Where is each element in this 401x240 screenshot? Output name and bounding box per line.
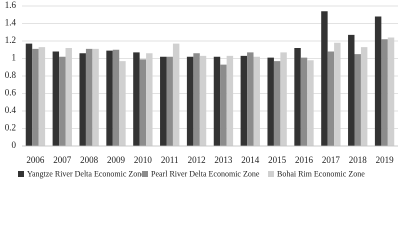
bar: [38, 47, 46, 146]
bar: [294, 48, 301, 146]
bar: [25, 43, 33, 146]
bar: [381, 39, 388, 146]
bar: [85, 48, 93, 146]
bar: [307, 60, 314, 146]
bar: [59, 56, 66, 146]
x-tick-label: 2016: [295, 155, 314, 165]
legend-label: Pearl River Delta Economic Zone: [151, 169, 260, 178]
bar: [300, 57, 308, 146]
bar: [226, 55, 234, 146]
x-tick-label: 2013: [214, 155, 233, 165]
bar: [79, 53, 86, 146]
bar: [334, 42, 341, 146]
x-tick-label: 2010: [134, 155, 153, 165]
x-tick-label: 2019: [376, 155, 395, 165]
legend-label: Yangtze River Delta Economic Zone: [27, 169, 145, 178]
bar: [354, 54, 361, 146]
bar: [387, 37, 395, 146]
bar: [213, 56, 221, 146]
bar: [267, 57, 274, 146]
bar: [172, 43, 180, 146]
bar: [52, 51, 60, 146]
bar: [186, 56, 194, 146]
bar: [240, 55, 248, 146]
legend-swatch: [142, 171, 148, 177]
legend-swatch: [268, 171, 274, 177]
y-tick-label: 0.2: [5, 123, 16, 133]
bar: [133, 52, 140, 146]
x-tick-label: 2018: [349, 155, 368, 165]
y-tick-label: 0.6: [5, 88, 17, 98]
bar: [106, 50, 113, 146]
y-tick-label: 1.2: [5, 35, 16, 45]
bar: [348, 34, 355, 146]
x-tick-label: 2017: [322, 155, 341, 165]
y-tick-label: 0: [12, 140, 17, 150]
bar: [112, 49, 120, 146]
bar: [139, 59, 147, 146]
bar: [32, 48, 39, 146]
y-tick-label: 1.4: [5, 18, 17, 28]
bar: [360, 47, 368, 146]
x-tick-label: 2008: [80, 155, 99, 165]
legend-label: Bohai Rim Economic Zone: [277, 169, 365, 178]
bar: [327, 51, 335, 146]
bar: [220, 64, 227, 146]
y-tick-label: 0.4: [5, 105, 17, 115]
bar: [273, 61, 281, 146]
bar: [321, 11, 328, 146]
bar: [166, 56, 173, 146]
x-tick-label: 2007: [53, 155, 72, 165]
bar: [146, 53, 153, 146]
bar: [247, 52, 254, 146]
y-tick-label: 1.6: [5, 0, 17, 10]
x-tick-label: 2014: [241, 155, 260, 165]
chart: 0 0.2 0.4 0.6 0.8 1 1.2 1.4 1.6 2006 2007 2008 2009 2…: [5, 0, 398, 178]
x-tick-label: 2012: [188, 155, 206, 165]
bar: [280, 52, 287, 146]
bar: [199, 55, 207, 146]
y-tick-label: 0.8: [5, 70, 17, 80]
bar: [253, 56, 260, 146]
x-tick-label: 2009: [107, 155, 126, 165]
legend-swatch: [18, 171, 24, 177]
bar: [119, 61, 126, 146]
bar: [193, 53, 200, 146]
bar: [160, 56, 167, 146]
bar: [65, 48, 72, 146]
y-tick-label: 1: [12, 53, 17, 63]
x-tick-label: 2006: [26, 155, 45, 165]
bar: [92, 48, 99, 146]
bar: [374, 16, 382, 146]
x-tick-label: 2015: [268, 155, 287, 165]
x-tick-label: 2011: [161, 155, 179, 165]
